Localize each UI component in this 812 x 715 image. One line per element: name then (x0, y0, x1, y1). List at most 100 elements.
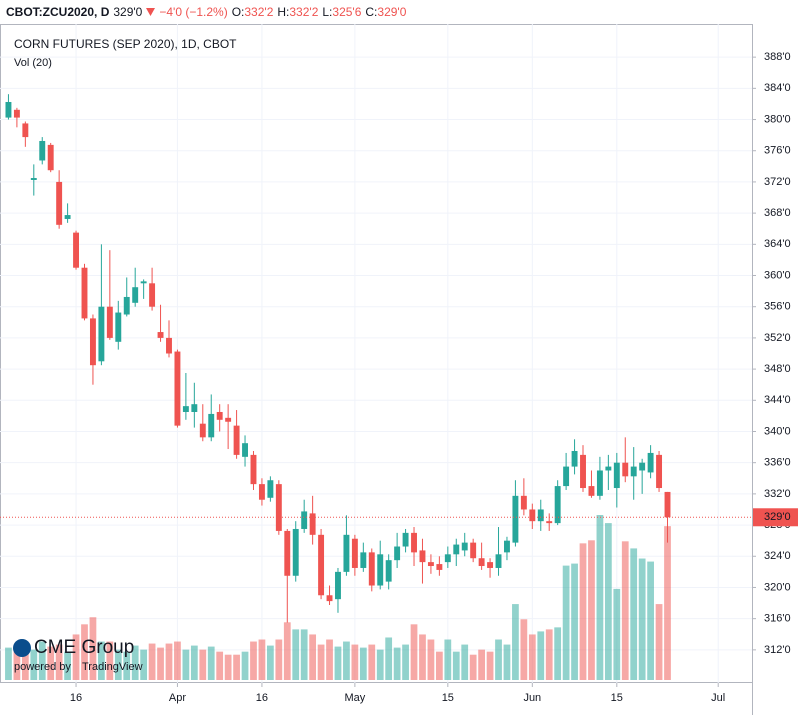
down-arrow (146, 8, 156, 16)
candle-body (613, 462, 620, 489)
candle-body (242, 443, 248, 457)
candle-body (208, 413, 215, 438)
candle-body (495, 554, 502, 568)
candle-body (444, 554, 451, 563)
close-value: 329'0 (377, 5, 407, 19)
volume-bar (89, 617, 97, 680)
volume-bar (630, 548, 638, 680)
header: CBOT:ZCU2020, D 329'0 −4'0 (−1.2%) O: 332… (6, 5, 406, 19)
candle-body (453, 544, 460, 555)
volume-bar (545, 629, 553, 680)
volume-bar (283, 622, 291, 680)
volume-bar (351, 644, 359, 680)
volume-bar (427, 639, 435, 680)
high-value: 332'2 (289, 5, 319, 19)
volume-bar (98, 641, 105, 680)
last-price: 329'0 (113, 5, 143, 19)
y-tick-label: 344'0 (764, 394, 791, 406)
candle-body (216, 411, 223, 420)
candle-body (191, 404, 198, 412)
volume-bar (292, 629, 300, 680)
volume-bar (275, 639, 283, 680)
candle-body (588, 486, 595, 496)
high-label: H: (277, 5, 290, 19)
volume-bar (216, 651, 224, 680)
volume-bar (368, 644, 376, 680)
candle-body (656, 454, 663, 489)
y-tick-label: 324'0 (764, 550, 791, 562)
volume-bar (613, 588, 621, 680)
candle-body (301, 511, 308, 529)
candle-body (394, 546, 401, 561)
volume-bar (258, 639, 266, 680)
volume-bar (647, 561, 654, 680)
candle-body (571, 450, 578, 467)
candle-body (402, 532, 409, 547)
candle-body (470, 542, 477, 559)
last-price-label: 329'0 (764, 511, 791, 523)
candle-body (529, 509, 536, 522)
volume-bar (537, 631, 545, 680)
volume-bar (55, 644, 63, 680)
candle-body (115, 312, 122, 342)
volume-bar (165, 643, 173, 680)
candle-body (639, 462, 646, 471)
y-tick-label: 336'0 (764, 457, 791, 469)
y-tick-label: 348'0 (764, 363, 791, 375)
candle-body (605, 466, 612, 471)
volume-bar (5, 647, 12, 680)
y-tick-label: 384'0 (764, 82, 791, 94)
low-label: L: (322, 5, 333, 19)
candle-body (30, 178, 37, 180)
volume-bar (326, 639, 333, 680)
candle-body (630, 466, 637, 477)
x-tick-label: Jun (523, 692, 541, 704)
volume-bar (562, 565, 570, 680)
candle-body (318, 534, 325, 596)
volume-bar (478, 649, 485, 680)
candle-body (149, 283, 156, 307)
x-tick-label: 15 (611, 692, 623, 704)
volume-bar (309, 634, 317, 680)
candle-body (233, 425, 240, 455)
y-tick-label: 360'0 (764, 269, 791, 281)
candle-body (166, 337, 172, 354)
candle-body (377, 554, 384, 586)
volume-bar (157, 647, 164, 680)
volume-bar (452, 651, 460, 680)
candle-body (554, 486, 561, 524)
change: −4'0 (−1.2%) (159, 5, 228, 19)
volume-bar (114, 649, 122, 680)
candle-body (56, 181, 63, 225)
volume-bar (461, 644, 469, 680)
candle-body (13, 109, 20, 118)
candle-body (351, 538, 358, 568)
volume-bar (131, 645, 139, 680)
y-tick-label: 352'0 (764, 332, 791, 344)
candle-body (647, 452, 654, 473)
candle-body (360, 552, 367, 568)
candle-body (309, 513, 316, 535)
candle-body (461, 542, 468, 551)
candle-body (326, 595, 333, 602)
open-value: 332'2 (244, 5, 274, 19)
logo-globe (13, 639, 31, 657)
volume-bar (30, 649, 38, 680)
candle-body (546, 521, 553, 524)
volume-bar (250, 641, 257, 680)
candle-body (478, 558, 485, 567)
candle-body (436, 564, 443, 570)
candle-body (39, 140, 46, 161)
logo-provider: TradingView (82, 661, 143, 673)
candle-body (504, 540, 510, 553)
volume-label: Vol (20) (14, 57, 52, 69)
candle-body (385, 560, 392, 582)
y-tick-label: 340'0 (764, 425, 791, 437)
volume-bar (554, 627, 562, 680)
x-tick-label: Apr (169, 692, 186, 704)
volume-bar (664, 526, 671, 680)
candle-body (267, 480, 274, 498)
volume-bars (5, 515, 671, 680)
candle-body (368, 552, 375, 586)
candle-body (47, 144, 54, 171)
